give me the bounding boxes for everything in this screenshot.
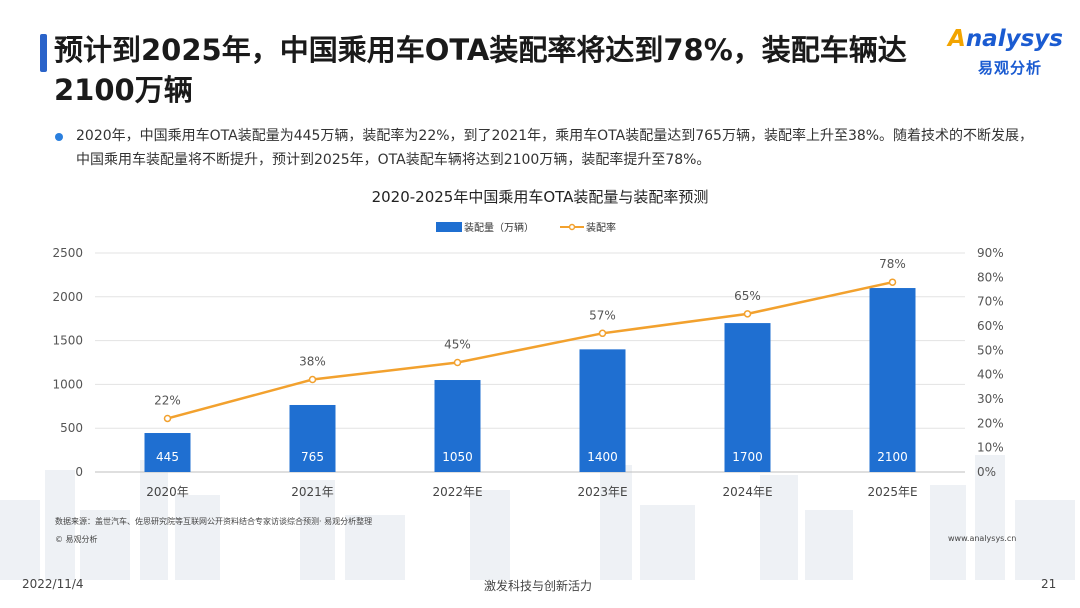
right-tick-label: 40% [977, 368, 1004, 382]
rate-line [167, 280, 893, 420]
bar [724, 323, 771, 472]
bar [579, 349, 626, 472]
left-tick-label: 500 [60, 421, 83, 435]
line-series: 22% 38% 45% 57% 65% 78% [154, 257, 906, 423]
right-tick-label: 80% [977, 270, 1004, 284]
left-tick-label: 0 [75, 465, 83, 479]
left-tick-label: 2000 [52, 290, 83, 304]
page-title: 预计到2025年，中国乘用车OTA装配率将达到78%，装配车辆达2100万辆 [54, 33, 907, 107]
left-tick-label: 2500 [52, 246, 83, 260]
brand-logo-lead: A [948, 26, 966, 52]
rate-point [888, 278, 897, 286]
data-source-note: 数据来源：盖世汽车、佐思研究院等互联网公开资料结合专家访谈综合预测· 易观分析整… [55, 517, 373, 526]
x-tick-label: 2023年E [577, 485, 627, 499]
left-axis-ticks: 0 500 1000 1500 2000 2500 [52, 246, 83, 479]
rate-point [743, 310, 752, 318]
rate-point [453, 358, 462, 367]
right-tick-label: 50% [977, 343, 1004, 357]
bullet-dot-icon [55, 133, 63, 141]
brand-logo-cn: 易观分析 [978, 59, 1043, 77]
bar-value-label: 765 [301, 450, 324, 464]
x-tick-label: 2021年 [291, 485, 334, 499]
chart-grid [95, 252, 965, 473]
right-axis-ticks: 0% 10% 20% 30% 40% 50% 60% 70% 80% 90% [977, 246, 1004, 479]
right-tick-label: 10% [977, 441, 1004, 455]
rate-value-label: 57% [589, 308, 616, 322]
brand-logo-en: Analysys [948, 26, 1063, 52]
x-tick-label: 2020年 [146, 485, 189, 499]
title-accent-bar [40, 34, 47, 72]
bar-value-label: 1400 [587, 450, 618, 464]
footer-date: 2022/11/4 [22, 577, 84, 591]
x-tick-label: 2024年E [722, 485, 772, 499]
x-tick-label: 2025年E [867, 485, 917, 499]
website-link[interactable]: www.analysys.cn [948, 534, 1017, 543]
rate-value-label: 78% [879, 257, 906, 271]
rate-value-label: 22% [154, 393, 181, 407]
right-tick-label: 20% [977, 416, 1004, 430]
copyright-note: © 易观分析 [55, 535, 98, 544]
rate-value-label: 65% [734, 289, 761, 303]
brand-logo: Analysys 易观分析 [948, 26, 1063, 86]
bar-series: 445 765 1050 1400 1700 2100 [144, 288, 916, 472]
bar [434, 380, 481, 472]
brand-logo-rest: nalysys [965, 26, 1063, 52]
legend-line-label: 装配率 [586, 221, 616, 234]
bar [289, 404, 336, 472]
right-tick-label: 60% [977, 319, 1004, 333]
page-number: 21 [1041, 577, 1057, 591]
bar-value-label: 2100 [877, 450, 908, 464]
bar-value-label: 1700 [732, 450, 763, 464]
city-skyline-background [0, 455, 1075, 580]
footer-slogan: 激发科技与创新活力 [484, 579, 593, 593]
rate-value-label: 38% [299, 355, 326, 369]
rate-point [163, 414, 172, 423]
legend-line-marker [568, 223, 576, 231]
summary-text: 2020年，中国乘用车OTA装配量为445万辆，装配率为22%，到了2021年，… [76, 128, 1034, 168]
rate-point [308, 375, 317, 384]
legend-bar-swatch [436, 222, 462, 232]
chart-title: 2020-2025年中国乘用车OTA装配量与装配率预测 [372, 188, 709, 206]
x-tick-label: 2022年E [432, 485, 482, 499]
right-tick-label: 90% [977, 246, 1004, 260]
bar-value-label: 445 [156, 450, 179, 464]
bar [144, 433, 191, 472]
bar [869, 288, 916, 472]
ota-chart: 2020-2025年中国乘用车OTA装配量与装配率预测 装配量（万辆） 装配率 … [52, 188, 1004, 499]
bar-value-label: 1050 [442, 450, 473, 464]
right-tick-label: 30% [977, 392, 1004, 406]
rate-value-label: 45% [444, 338, 471, 352]
right-tick-label: 70% [977, 295, 1004, 309]
left-tick-label: 1500 [52, 334, 83, 348]
legend-bar-label: 装配量（万辆） [464, 221, 534, 234]
rate-point [598, 329, 607, 338]
chart-legend: 装配量（万辆） 装配率 [436, 221, 616, 234]
right-tick-label: 0% [977, 465, 996, 479]
left-tick-label: 1000 [52, 377, 83, 391]
x-axis-ticks: 2020年 2021年 2022年E 2023年E 2024年E 2025年E [146, 485, 917, 499]
